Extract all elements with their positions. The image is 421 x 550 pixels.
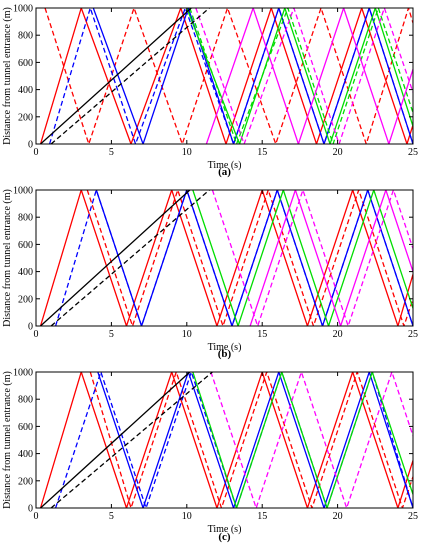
- series-line-2: [86, 190, 413, 326]
- series-line-5: [186, 8, 413, 144]
- series-line-4: [97, 372, 413, 508]
- series-line-4: [92, 8, 413, 144]
- y-tick-label: 1000: [13, 368, 33, 379]
- y-axis-label: Distance from tunnel entrance (m): [2, 371, 13, 509]
- y-tick-label: 1000: [13, 4, 33, 15]
- panel-caption: (b): [218, 348, 232, 360]
- series-line-7: [40, 372, 191, 508]
- x-axis-label: Time (s): [208, 524, 242, 535]
- y-tick-label: 800: [18, 213, 33, 224]
- y-tick-label: 400: [18, 85, 33, 96]
- x-tick-label: 5: [109, 329, 114, 340]
- x-tick-label: 10: [182, 511, 192, 522]
- series-line-2: [89, 372, 413, 508]
- y-tick-label: 400: [18, 267, 33, 278]
- y-tick-label: 800: [18, 31, 33, 42]
- x-tick-label: 25: [408, 511, 418, 522]
- series-line-5: [192, 372, 413, 508]
- panel-caption: (c): [218, 531, 231, 543]
- series-line-10: [50, 8, 210, 144]
- y-tick-label: 0: [28, 140, 33, 151]
- chart-panel-1: 0 5 10 15 20 25 0 200 400 600 800 1000 Time (s) Dista…: [2, 4, 418, 179]
- y-tick-label: 0: [28, 504, 33, 515]
- x-axis-label: Time (s): [208, 160, 242, 171]
- series-line-7: [211, 190, 413, 326]
- y-tick-label: 0: [28, 322, 33, 333]
- x-tick-label: 0: [34, 147, 39, 158]
- series-line-6: [249, 190, 413, 326]
- y-axis-label: Distance from tunnel entrance (m): [2, 189, 13, 327]
- plot-frame: [35, 371, 414, 509]
- chart-panel-3: 0 5 10 15 20 25 0 200 400 600 800 1000 Time (s) Dista…: [2, 368, 418, 544]
- x-tick-label: 10: [182, 147, 192, 158]
- y-axis-label: Distance from tunnel entrance (m): [2, 7, 13, 145]
- x-tick-label: 25: [408, 147, 418, 158]
- y-tick-label: 600: [18, 422, 33, 433]
- x-tick-label: 25: [408, 329, 418, 340]
- series-line-2: [44, 8, 413, 144]
- y-tick-label: 600: [18, 58, 33, 69]
- y-tick-label: 400: [18, 449, 33, 460]
- series-line-8: [195, 8, 413, 144]
- plot-frame: [35, 7, 414, 145]
- y-tick-label: 600: [18, 240, 33, 251]
- plot-frame: [35, 189, 414, 327]
- y-tick-label: 800: [18, 395, 33, 406]
- x-tick-label: 20: [333, 511, 343, 522]
- chart-panel-2: 0 5 10 15 20 25 0 200 400 600 800 1000 Time (s) Dista…: [2, 186, 418, 361]
- y-tick-label: 200: [18, 476, 33, 487]
- series-line-9: [40, 8, 192, 144]
- x-tick-label: 15: [257, 329, 267, 340]
- series-line-9: [50, 190, 210, 326]
- series-group: [39, 8, 413, 144]
- series-line-8: [50, 372, 213, 508]
- x-tick-label: 5: [109, 147, 114, 158]
- x-tick-label: 0: [34, 329, 39, 340]
- series-line-7: [205, 8, 413, 144]
- x-tick-label: 10: [182, 329, 192, 340]
- y-tick-label: 200: [18, 294, 33, 305]
- series-line-6: [210, 372, 413, 508]
- x-tick-label: 15: [257, 511, 267, 522]
- x-axis-label: Time (s): [208, 342, 242, 353]
- series-line-6: [189, 8, 413, 144]
- series-group: [39, 372, 413, 508]
- x-tick-label: 5: [109, 511, 114, 522]
- x-tick-label: 15: [257, 147, 267, 158]
- y-tick-label: 200: [18, 112, 33, 123]
- series-group: [39, 190, 413, 326]
- series-line-1: [39, 372, 413, 508]
- series-line-4: [95, 190, 413, 326]
- x-tick-label: 0: [34, 511, 39, 522]
- panel-caption: (a): [218, 166, 231, 178]
- series-line-8: [40, 190, 191, 326]
- series-line-1: [39, 190, 413, 326]
- y-tick-label: 1000: [13, 186, 33, 197]
- x-tick-label: 20: [333, 329, 343, 340]
- series-line-1: [39, 8, 413, 144]
- series-line-5: [192, 190, 413, 326]
- x-tick-label: 20: [333, 147, 343, 158]
